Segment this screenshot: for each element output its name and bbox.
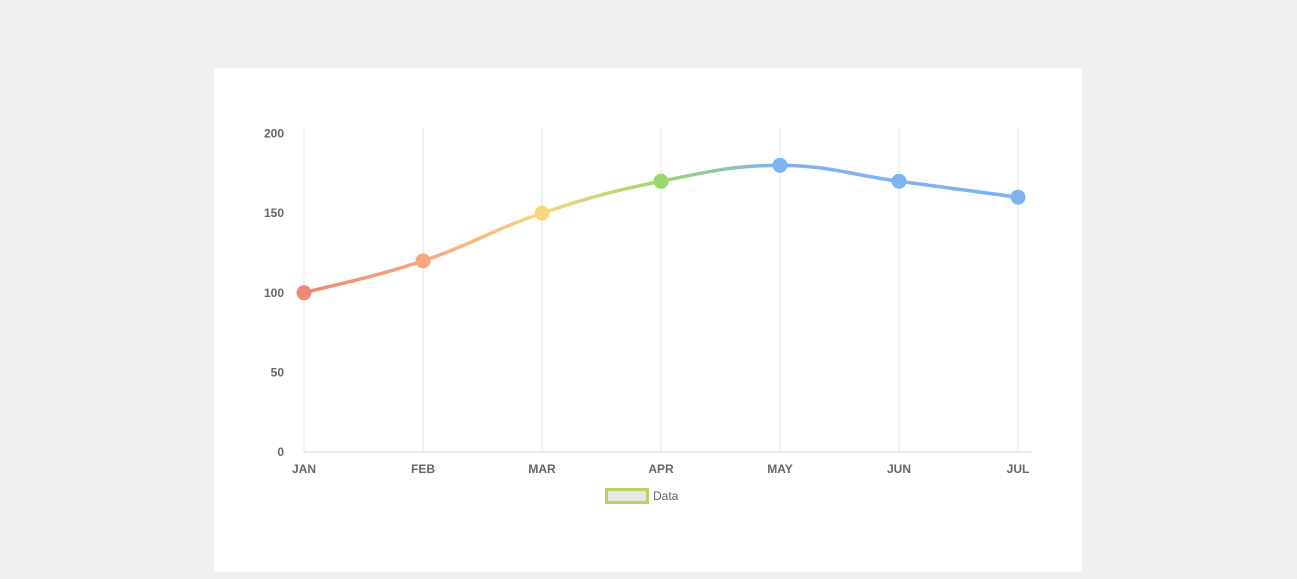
y-tick-label-0: 0: [277, 445, 284, 459]
x-tick-label-mar: MAR: [528, 462, 556, 476]
legend-label: Data: [653, 489, 679, 503]
y-tick-label-50: 50: [271, 365, 285, 379]
data-point-jul: [1010, 189, 1026, 205]
data-point-may: [772, 157, 788, 173]
x-tick-label-jun: JUN: [887, 462, 911, 476]
x-tick-label-apr: APR: [648, 462, 674, 476]
legend[interactable]: Data: [605, 488, 679, 504]
x-tick-label-jan: JAN: [292, 462, 316, 476]
data-points: [296, 157, 1026, 301]
y-tick-label-150: 150: [264, 206, 284, 220]
data-point-mar: [534, 205, 550, 221]
data-point-jun: [891, 173, 907, 189]
data-point-apr: [653, 173, 669, 189]
chart-card: 0 50 100 150 200 JAN FEB MAR APR MAY JUN JUL Data: [214, 68, 1082, 572]
data-point-feb: [415, 253, 431, 269]
x-tick-label-jul: JUL: [1007, 462, 1030, 476]
y-tick-label-100: 100: [264, 286, 284, 300]
y-tick-label-200: 200: [264, 127, 284, 141]
y-axis: 0 50 100 150 200: [264, 127, 284, 460]
legend-swatch: [605, 488, 649, 504]
x-tick-label-may: MAY: [767, 462, 793, 476]
x-tick-label-feb: FEB: [411, 462, 435, 476]
gridlines: [303, 128, 1032, 453]
data-point-jan: [296, 285, 312, 301]
line-chart: 0 50 100 150 200 JAN FEB MAR APR MAY JUN JUL Data: [264, 127, 1032, 504]
x-axis: JAN FEB MAR APR MAY JUN JUL: [292, 462, 1029, 476]
